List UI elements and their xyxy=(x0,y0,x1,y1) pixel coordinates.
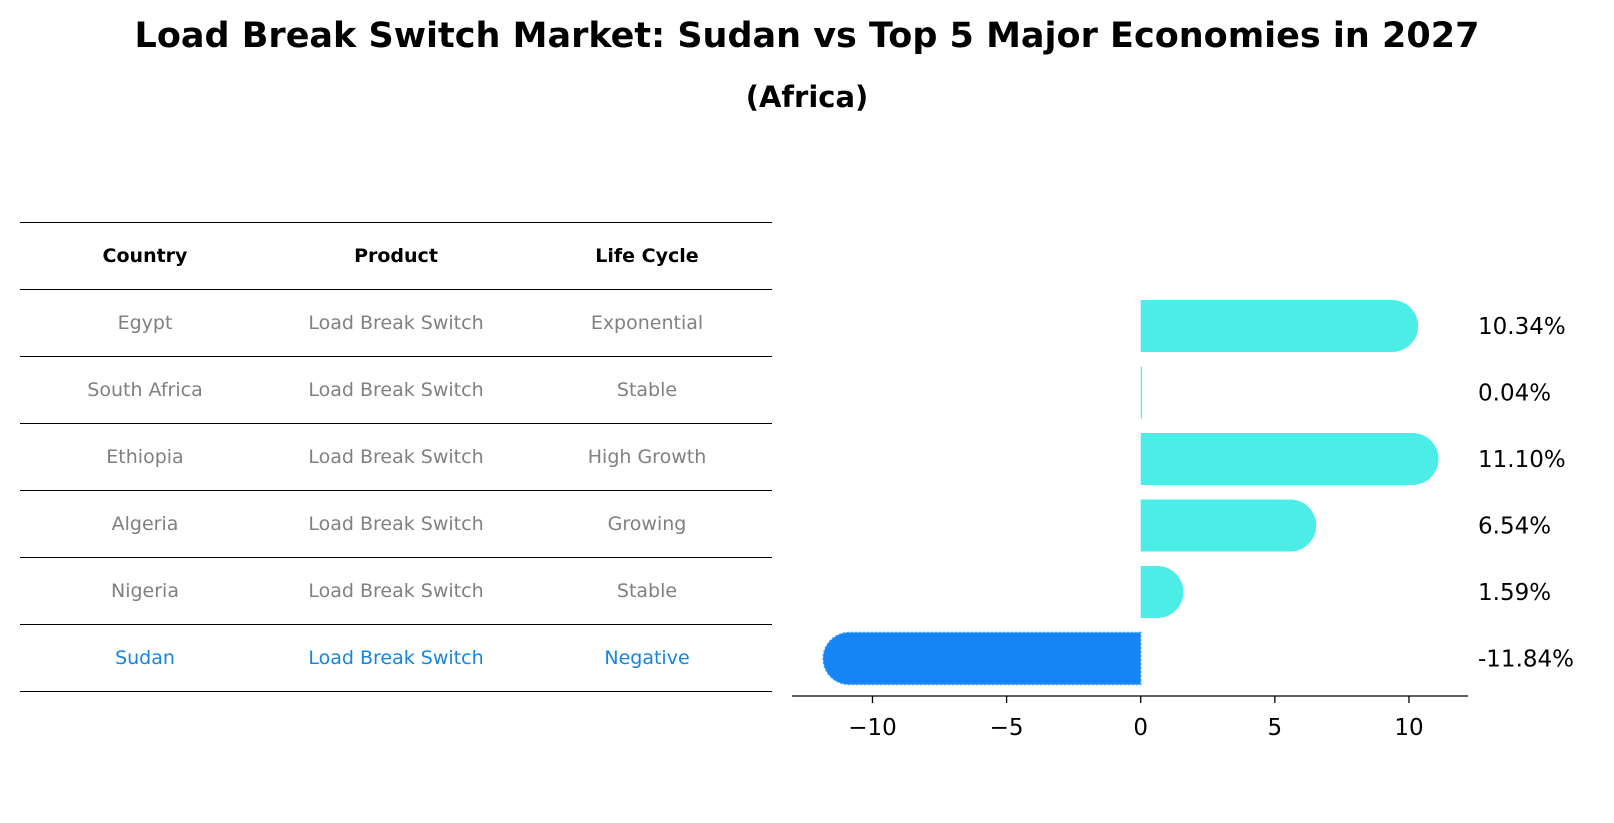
value-label: 0.04% xyxy=(1478,381,1551,407)
cell-country: Egypt xyxy=(20,289,270,357)
value-label: -11.84% xyxy=(1478,647,1574,673)
x-tick-label: 5 xyxy=(1268,715,1283,741)
cell-country: Ethiopia xyxy=(20,423,270,491)
x-tick-label: −10 xyxy=(848,715,897,741)
table-row-highlighted: Sudan Load Break Switch Negative xyxy=(20,624,772,692)
cell-life-cycle: Growing xyxy=(522,490,772,558)
bar-algeria xyxy=(1140,499,1317,552)
x-tick-label: 0 xyxy=(1133,715,1148,741)
bar-sudan xyxy=(822,631,1142,686)
cell-life-cycle: Stable xyxy=(522,356,772,424)
table-row: Ethiopia Load Break Switch High Growth xyxy=(20,423,772,491)
bar-chart: 10.34% 0.04% 11.10% 6.54% 1.59% -11.84% −10 −5 0… xyxy=(792,300,1574,741)
bar-nigeria xyxy=(1140,566,1184,618)
header-product: Product xyxy=(270,222,522,290)
table-row: Egypt Load Break Switch Exponential xyxy=(20,289,772,357)
cell-product: Load Break Switch xyxy=(270,557,522,625)
x-tick-label: −5 xyxy=(990,715,1024,741)
country-table: Country Product Life Cycle Egypt Load Br… xyxy=(20,222,772,692)
bar-ethiopia xyxy=(1140,433,1439,485)
table-header-row: Country Product Life Cycle xyxy=(20,222,772,290)
bar-south-africa xyxy=(1140,366,1142,419)
value-label: 11.10% xyxy=(1478,447,1566,473)
cell-product: Load Break Switch xyxy=(270,289,522,357)
table-row: South Africa Load Break Switch Stable xyxy=(20,356,772,424)
x-tick-label: 10 xyxy=(1394,715,1423,741)
cell-country: Sudan xyxy=(20,624,270,692)
country-table-container: Country Product Life Cycle Egypt Load Br… xyxy=(20,222,772,692)
value-label: 1.59% xyxy=(1478,580,1551,606)
cell-life-cycle: High Growth xyxy=(522,423,772,491)
header-life-cycle: Life Cycle xyxy=(522,222,772,290)
cell-life-cycle: Exponential xyxy=(522,289,772,357)
cell-country: South Africa xyxy=(20,356,270,424)
cell-product: Load Break Switch xyxy=(270,356,522,424)
cell-product: Load Break Switch xyxy=(270,490,522,558)
cell-product: Load Break Switch xyxy=(270,624,522,692)
chart-subtitle: (Africa) xyxy=(745,80,869,114)
bar-egypt xyxy=(1140,300,1419,352)
cell-product: Load Break Switch xyxy=(270,423,522,491)
cell-country: Algeria xyxy=(20,490,270,558)
cell-life-cycle: Stable xyxy=(522,557,772,625)
cell-country: Nigeria xyxy=(20,557,270,625)
value-label: 6.54% xyxy=(1478,514,1551,540)
chart-title: Load Break Switch Market: Sudan vs Top 5… xyxy=(134,16,1480,56)
table-row: Nigeria Load Break Switch Stable xyxy=(20,557,772,625)
cell-life-cycle: Negative xyxy=(522,624,772,692)
table-row: Algeria Load Break Switch Growing xyxy=(20,490,772,558)
header-country: Country xyxy=(20,222,270,290)
value-label: 10.34% xyxy=(1478,314,1566,340)
